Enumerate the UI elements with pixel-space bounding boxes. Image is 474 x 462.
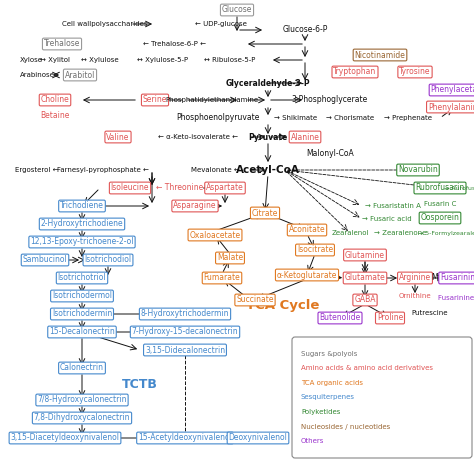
Text: Glucose: Glucose (222, 6, 252, 14)
Text: Novarubin: Novarubin (398, 165, 438, 175)
Text: ↔ Xylulose-5-P: ↔ Xylulose-5-P (137, 57, 189, 63)
Text: Phenylalanine: Phenylalanine (428, 103, 474, 111)
Text: 8-Hydroxytrichodermin: 8-Hydroxytrichodermin (141, 310, 229, 318)
Text: Acetyl-CoA: Acetyl-CoA (236, 165, 300, 175)
Text: ← α-Keto-isovalerate ←: ← α-Keto-isovalerate ← (158, 134, 238, 140)
Text: → Aurofusarin: → Aurofusarin (444, 186, 474, 190)
Text: Phosphoenolpyruvate: Phosphoenolpyruvate (176, 114, 260, 122)
Text: Ornithine: Ornithine (399, 293, 431, 299)
Text: 7-Hydroxy-15-decalonectrin: 7-Hydroxy-15-decalonectrin (132, 328, 238, 336)
Text: Oxaloacetate: Oxaloacetate (190, 231, 241, 239)
Text: 7,8-Dihydroxycalonectrin: 7,8-Dihydroxycalonectrin (34, 413, 130, 423)
Text: Aconitate: Aconitate (289, 225, 325, 235)
Text: → Fusaristatin A: → Fusaristatin A (365, 203, 421, 209)
Text: Nucleosides / nucleotides: Nucleosides / nucleotides (301, 424, 390, 430)
Text: → Shikimate: → Shikimate (274, 115, 318, 121)
Text: Butenolide: Butenolide (319, 314, 361, 322)
Text: Sugars &polyols: Sugars &polyols (301, 351, 357, 357)
Text: Phosphatidylethanolamine: Phosphatidylethanolamine (165, 97, 258, 103)
Text: TCA Cycle: TCA Cycle (246, 298, 319, 311)
Text: Arabitol: Arabitol (65, 71, 95, 79)
Text: ↔ Ribulose-5-P: ↔ Ribulose-5-P (204, 57, 255, 63)
Text: 2-Hydroxytrichodiene: 2-Hydroxytrichodiene (41, 219, 123, 229)
Text: α-Ketoglutarate: α-Ketoglutarate (277, 270, 337, 280)
Text: Malonyl-CoA: Malonyl-CoA (431, 274, 474, 282)
FancyBboxPatch shape (292, 337, 472, 458)
Text: ↔ Xylitol: ↔ Xylitol (40, 57, 70, 63)
Text: Fumarate: Fumarate (204, 274, 240, 282)
Text: Pyruvate: Pyruvate (248, 133, 288, 141)
Text: Deoxynivalenol: Deoxynivalenol (228, 433, 287, 443)
Text: Aspartate: Aspartate (206, 183, 244, 193)
Text: Rubrofusarin: Rubrofusarin (415, 183, 465, 193)
Text: Ergosterol ←: Ergosterol ← (15, 167, 58, 173)
Text: Alanine: Alanine (291, 133, 319, 141)
Text: 3,15-Diacetyldeoxynivalenol: 3,15-Diacetyldeoxynivalenol (10, 433, 119, 443)
Text: Xylose: Xylose (20, 57, 43, 63)
Text: → 5-Formylzearalenone: → 5-Formylzearalenone (418, 231, 474, 236)
Text: Phenylacetate: Phenylacetate (430, 85, 474, 95)
Text: Fusarinine A: Fusarinine A (438, 295, 474, 301)
Text: Proline: Proline (377, 314, 403, 322)
Text: Arginine: Arginine (399, 274, 431, 282)
Text: 12,13-Epoxy-trichoene-2-ol: 12,13-Epoxy-trichoene-2-ol (30, 237, 134, 247)
Text: ← Trehalose-6-P ←: ← Trehalose-6-P ← (144, 41, 207, 47)
Text: Malonyl-CoA: Malonyl-CoA (306, 148, 354, 158)
Text: Succinate: Succinate (236, 296, 274, 304)
Text: Tryptophan: Tryptophan (333, 67, 377, 77)
Text: Fusarin C: Fusarin C (424, 201, 456, 207)
Text: Glucose-6-P: Glucose-6-P (283, 25, 328, 35)
Text: Glutamate: Glutamate (345, 274, 385, 282)
Text: Trehalose: Trehalose (44, 39, 80, 49)
Text: Isocitrate: Isocitrate (297, 245, 333, 255)
Text: Betaine: Betaine (40, 110, 70, 120)
Text: Isotrichodiol: Isotrichodiol (84, 255, 132, 265)
Text: Zearalenol: Zearalenol (331, 230, 369, 236)
Text: Glutamine: Glutamine (345, 250, 385, 260)
Text: Valine: Valine (106, 133, 130, 141)
Text: Serine: Serine (143, 96, 167, 104)
Text: Sambucinol: Sambucinol (23, 255, 67, 265)
Text: Cell wallpolysaccharides: Cell wallpolysaccharides (62, 21, 148, 27)
Text: Tyrosine: Tyrosine (399, 67, 431, 77)
Text: 3-Phosphoglycerate: 3-Phosphoglycerate (292, 96, 368, 104)
Text: 7/8-Hydroxycalonectrin: 7/8-Hydroxycalonectrin (37, 395, 127, 405)
Text: Oosporein: Oosporein (420, 213, 459, 223)
Text: ↔ Xylulose: ↔ Xylulose (81, 57, 119, 63)
Text: → Chorismate: → Chorismate (326, 115, 374, 121)
Text: ← Threonine: ← Threonine (156, 183, 204, 193)
Text: Sesquiterpenes: Sesquiterpenes (301, 395, 355, 401)
Text: TCTB: TCTB (122, 378, 158, 391)
Text: Isotrichodermol: Isotrichodermol (52, 292, 112, 300)
Text: Glyceraldehyde-3-P: Glyceraldehyde-3-P (226, 79, 310, 87)
Text: Calonectrin: Calonectrin (60, 364, 104, 372)
Text: Putrescine: Putrescine (412, 310, 448, 316)
Text: Isotrichodermin: Isotrichodermin (52, 310, 112, 318)
Text: → Fusaric acid: → Fusaric acid (362, 216, 411, 222)
Text: Asparagine: Asparagine (173, 201, 217, 211)
Text: Farnesyl-pyrophosphate ←: Farnesyl-pyrophosphate ← (57, 167, 149, 173)
Text: 3,15-Didecalonectrin: 3,15-Didecalonectrin (145, 346, 225, 354)
Text: TCA organic acids: TCA organic acids (301, 380, 363, 386)
Text: Mevalonate ←: Mevalonate ← (191, 167, 239, 173)
Text: Trichodiene: Trichodiene (60, 201, 104, 211)
Text: Arabinose: Arabinose (20, 72, 55, 78)
Text: → Zearalenone: → Zearalenone (374, 230, 426, 236)
Text: Amino acids & amino acid derivatives: Amino acids & amino acid derivatives (301, 365, 433, 371)
Text: Choline: Choline (41, 96, 69, 104)
Text: GABA: GABA (354, 296, 376, 304)
Text: 15-Acetyldeoxynivalenol: 15-Acetyldeoxynivalenol (138, 433, 232, 443)
Text: Others: Others (301, 438, 324, 444)
Text: Fusarinine: Fusarinine (440, 274, 474, 282)
Text: Malate: Malate (217, 254, 243, 262)
Text: Polyketides: Polyketides (301, 409, 340, 415)
Text: Isoleucine: Isoleucine (111, 183, 149, 193)
Text: ← UDP-glucose: ← UDP-glucose (195, 21, 247, 27)
Text: Isotrichotriol: Isotrichotriol (58, 274, 106, 282)
Text: Nicotinamide: Nicotinamide (355, 50, 405, 60)
Text: Citrate: Citrate (252, 208, 278, 218)
Text: 15-Decalonectrin: 15-Decalonectrin (49, 328, 115, 336)
Text: → Prephenate: → Prephenate (384, 115, 432, 121)
